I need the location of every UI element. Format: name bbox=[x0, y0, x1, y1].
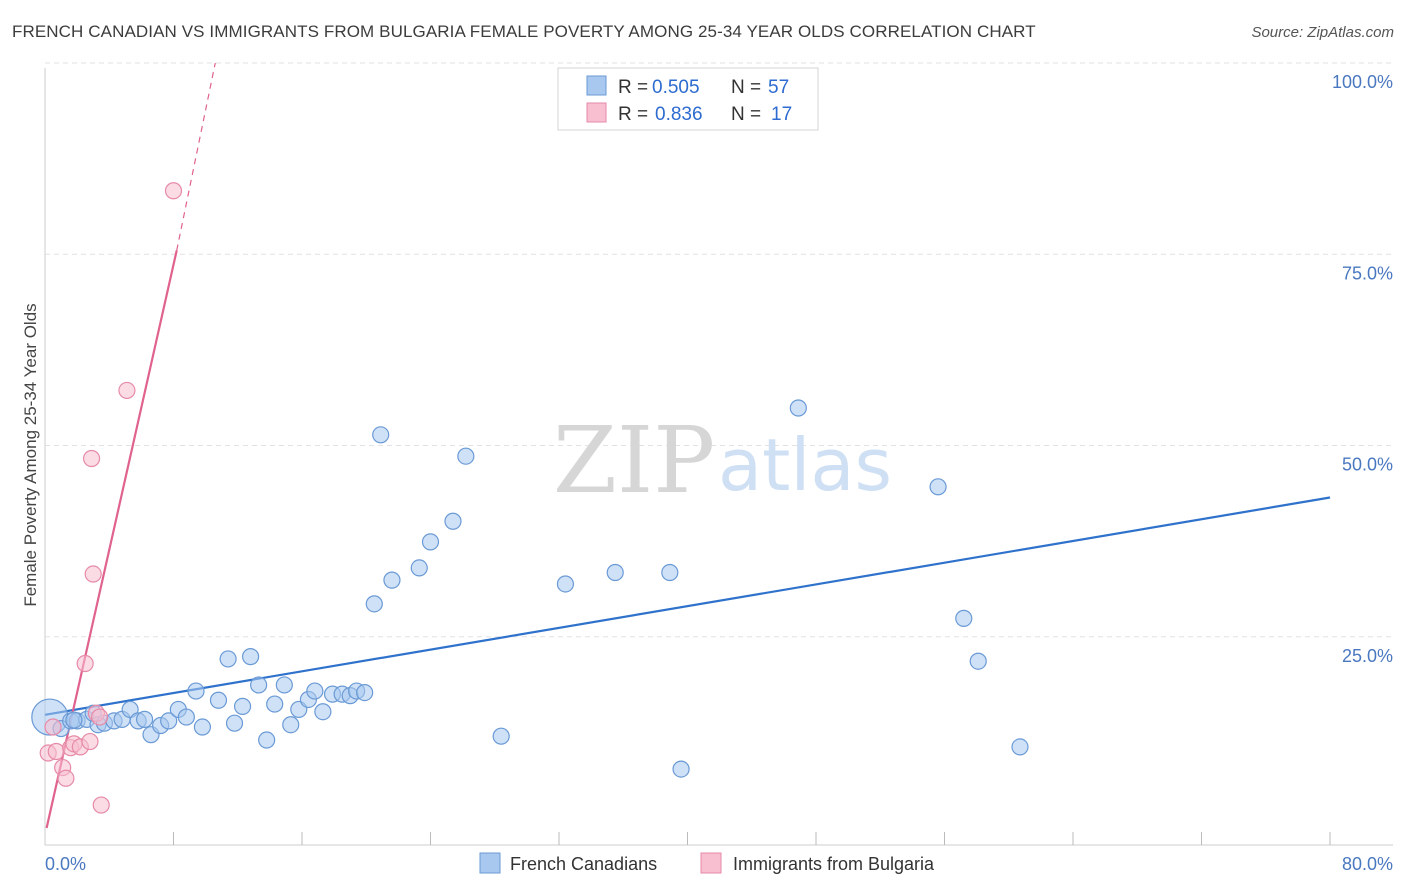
point-immigrants-from-bulgaria bbox=[92, 796, 110, 814]
point-french-canadians bbox=[306, 682, 324, 700]
legend-r-label: R = bbox=[618, 104, 648, 125]
point-french-canadians bbox=[492, 727, 510, 745]
bottom-legend-label: French Canadians bbox=[510, 854, 657, 874]
y-tick-label: 50.0% bbox=[1342, 455, 1393, 475]
point-french-canadians bbox=[606, 563, 624, 582]
point-french-canadians bbox=[258, 731, 276, 749]
legend-n-label: N = bbox=[731, 77, 761, 98]
point-french-canadians bbox=[789, 399, 807, 417]
bottom-legend-label: Immigrants from Bulgaria bbox=[733, 854, 935, 874]
point-immigrants-from-bulgaria bbox=[118, 381, 136, 400]
legend-n-value: 57 bbox=[768, 77, 789, 98]
legend-swatch-french-canadians bbox=[586, 75, 607, 96]
point-french-canadians bbox=[929, 478, 947, 496]
point-french-canadians bbox=[314, 703, 332, 721]
point-french-canadians bbox=[219, 650, 237, 668]
watermark-zip: ZIP bbox=[553, 407, 715, 514]
grid bbox=[45, 62, 1393, 638]
point-immigrants-from-bulgaria bbox=[47, 742, 65, 761]
trend-line-french-canadians bbox=[44, 496, 1331, 716]
point-french-canadians bbox=[275, 676, 293, 694]
point-immigrants-from-bulgaria bbox=[82, 449, 101, 468]
y-axis-label: Female Poverty Among 25-34 Year Olds bbox=[21, 303, 40, 606]
point-french-canadians bbox=[193, 718, 212, 736]
legend: R = 0.505 N = 57 R = 0.836 N = 17 bbox=[557, 67, 819, 131]
y-tick-label: 75.0% bbox=[1342, 263, 1393, 283]
legend-r-value: 0.836 bbox=[655, 104, 703, 125]
point-immigrants-from-bulgaria bbox=[84, 565, 102, 583]
point-immigrants-from-bulgaria bbox=[44, 718, 62, 736]
point-french-canadians bbox=[65, 711, 83, 729]
point-french-canadians bbox=[209, 691, 228, 709]
point-french-canadians bbox=[160, 712, 178, 730]
point-french-canadians bbox=[225, 714, 244, 732]
point-french-canadians bbox=[1011, 738, 1029, 756]
point-immigrants-from-bulgaria bbox=[164, 182, 183, 200]
y-tick-label: 100.0% bbox=[1332, 72, 1393, 92]
point-immigrants-from-bulgaria bbox=[81, 732, 99, 751]
point-french-canadians bbox=[365, 595, 383, 613]
point-french-canadians bbox=[672, 760, 690, 778]
point-french-canadians bbox=[233, 697, 252, 715]
bottom-legend-swatch-french-canadians bbox=[479, 852, 501, 874]
y-tick-labels: 25.0% 50.0% 75.0% 100.0% bbox=[1332, 72, 1393, 666]
point-french-canadians bbox=[266, 695, 284, 713]
point-french-canadians bbox=[410, 559, 428, 577]
point-immigrants-from-bulgaria bbox=[57, 769, 75, 787]
point-immigrants-from-bulgaria bbox=[76, 654, 94, 673]
y-tick-label: 25.0% bbox=[1342, 646, 1393, 666]
watermark-atlas: atlas bbox=[718, 423, 892, 507]
x-tick-label: 80.0% bbox=[1342, 854, 1393, 874]
point-french-canadians bbox=[177, 708, 195, 726]
bottom-legend: French Canadians Immigrants from Bulgari… bbox=[479, 852, 935, 874]
source-label: Source: ZipAtlas.com bbox=[1251, 24, 1394, 41]
bottom-legend-swatch-immigrants-from-bulgaria bbox=[700, 852, 722, 874]
trend-line-dashed-immigrants-from-bulgaria bbox=[176, 62, 216, 251]
point-french-canadians bbox=[969, 652, 987, 670]
point-french-canadians bbox=[556, 575, 575, 593]
chart-title: FRENCH CANADIAN VS IMMIGRANTS FROM BULGA… bbox=[12, 22, 1036, 41]
x-tick-label: 0.0% bbox=[45, 854, 86, 874]
point-french-canadians bbox=[372, 426, 390, 444]
point-french-canadians bbox=[421, 533, 440, 551]
legend-n-value: 17 bbox=[771, 104, 792, 125]
points bbox=[31, 182, 1029, 814]
point-french-canadians bbox=[356, 683, 374, 702]
point-french-canadians bbox=[242, 648, 260, 666]
point-french-canadians bbox=[250, 676, 268, 694]
point-french-canadians bbox=[457, 447, 475, 465]
point-french-canadians bbox=[383, 571, 401, 589]
point-french-canadians bbox=[955, 609, 973, 627]
legend-swatch-immigrants-from-bulgaria bbox=[586, 102, 607, 123]
x-tick-labels: 0.0% 80.0% bbox=[45, 854, 1393, 874]
point-french-canadians bbox=[135, 710, 154, 728]
legend-r-value: 0.505 bbox=[652, 77, 700, 98]
point-immigrants-from-bulgaria bbox=[91, 708, 109, 726]
legend-n-label: N = bbox=[731, 104, 761, 125]
point-french-canadians bbox=[187, 682, 205, 700]
point-french-canadians bbox=[661, 563, 679, 582]
point-french-canadians bbox=[444, 512, 462, 530]
point-french-canadians bbox=[282, 716, 300, 734]
legend-r-label: R = bbox=[618, 77, 648, 98]
